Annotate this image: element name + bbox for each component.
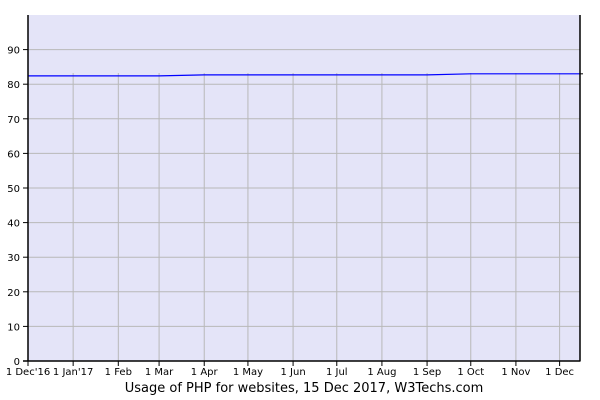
series-line <box>28 73 580 77</box>
x-tick-label: 1 Aug <box>367 367 396 378</box>
x-tick-label: 1 Dec <box>545 367 574 378</box>
y-tick-label: 30 <box>7 253 20 264</box>
grid <box>28 49 580 361</box>
x-tick-label: 1 Feb <box>105 367 132 378</box>
x-tick-label: 1 May <box>233 367 263 378</box>
axes: 0 10 20 30 40 50 60 70 80 90 1 Dec'16 1 Jan'17 1 Feb… <box>6 15 581 378</box>
y-tick-label: 20 <box>7 288 20 299</box>
x-tick-label: 1 Jul <box>326 367 348 378</box>
x-tick-label: 1 Jan'17 <box>53 367 93 378</box>
y-tick-label: 10 <box>7 322 20 333</box>
y-tick-label: 90 <box>7 46 20 57</box>
x-tick-label: 1 Jun <box>280 367 305 378</box>
x-tick-label: 1 Oct <box>457 367 484 378</box>
y-tick-label: 80 <box>7 80 20 91</box>
y-tick-label: 60 <box>7 149 20 160</box>
y-tick-label: 50 <box>7 184 20 195</box>
chart-title: Usage of PHP for websites, 15 Dec 2017, … <box>125 381 484 396</box>
y-tick-label: 40 <box>7 219 20 230</box>
x-tick-label: 1 Apr <box>191 367 219 378</box>
x-tick-label: 1 Nov <box>501 367 530 378</box>
x-tick-label: 1 Mar <box>145 367 174 378</box>
y-tick-label: 0 <box>14 357 20 368</box>
y-tick-label: 70 <box>7 115 20 126</box>
x-tick-label: 1 Sep <box>413 367 441 378</box>
x-tick-label: 1 Dec'16 <box>6 367 50 378</box>
